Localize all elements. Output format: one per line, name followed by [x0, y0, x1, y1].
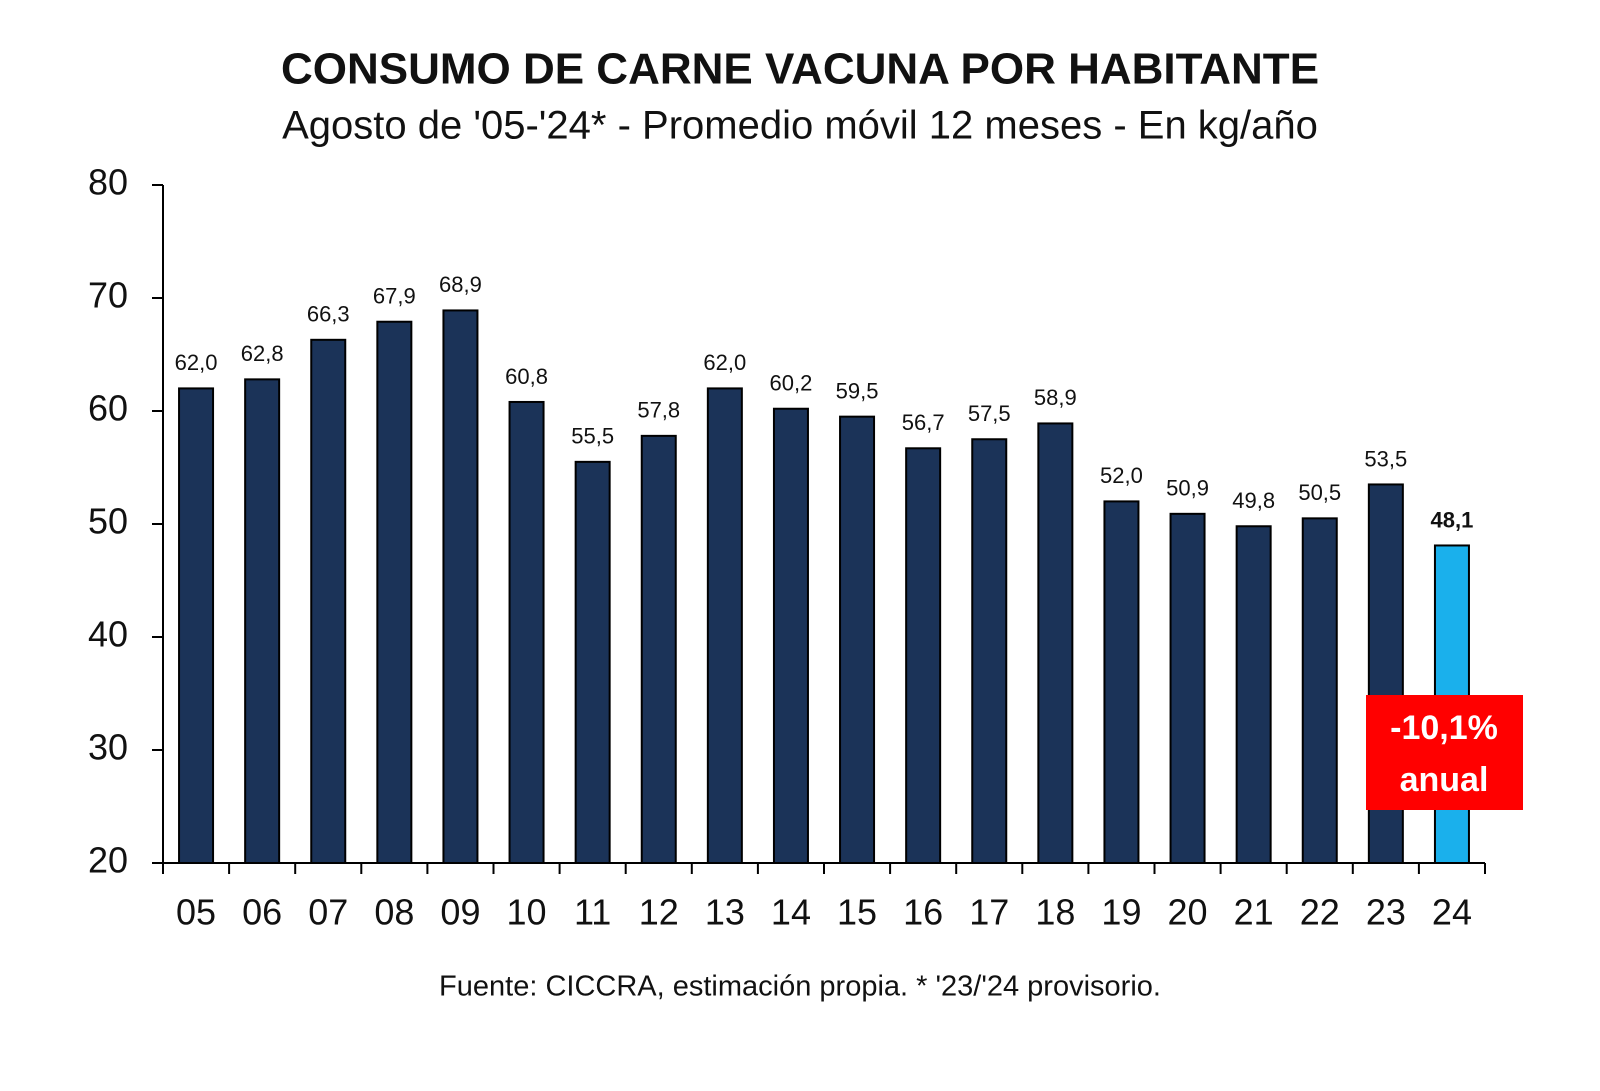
value-label: 60,2 — [770, 371, 813, 396]
value-label: 62,0 — [703, 350, 746, 375]
x-tick-label: 12 — [639, 892, 679, 933]
x-tick-label: 14 — [771, 892, 811, 933]
value-label: 52,0 — [1100, 463, 1143, 488]
bar — [376, 320, 413, 865]
x-tick-label: 11 — [574, 892, 611, 933]
bar — [574, 460, 611, 864]
y-tick-label: 30 — [88, 727, 128, 768]
source-note: Fuente: CICCRA, estimación propia. * '23… — [439, 971, 1161, 1003]
value-label: 55,5 — [571, 424, 614, 449]
value-label: 53,5 — [1364, 446, 1407, 471]
bar — [1301, 517, 1338, 864]
x-tick-label: 18 — [1035, 892, 1075, 933]
x-tick-label: 19 — [1101, 892, 1141, 933]
bar — [772, 407, 809, 864]
bar — [971, 438, 1008, 864]
x-tick-label: 24 — [1432, 892, 1472, 933]
x-tick-label: 17 — [969, 892, 1009, 933]
value-label: 68,9 — [439, 272, 482, 297]
x-tick-label: 13 — [705, 892, 745, 933]
value-label: 56,7 — [902, 410, 945, 435]
x-tick-label: 06 — [242, 892, 282, 933]
annotation-text: anual — [1400, 761, 1489, 799]
bar — [640, 434, 677, 864]
annotation-box — [1366, 695, 1523, 810]
bar — [508, 400, 545, 864]
x-tick-label: 23 — [1366, 892, 1406, 933]
chart-subtitle: Agosto de '05-'24* - Promedio móvil 12 m… — [282, 104, 1318, 148]
bar — [442, 309, 479, 864]
bar — [905, 447, 942, 864]
x-tick-label: 21 — [1234, 892, 1274, 933]
annotation-text: -10,1% — [1390, 709, 1498, 747]
y-tick-label: 70 — [88, 275, 128, 316]
y-tick-label: 40 — [88, 614, 128, 655]
bar — [310, 338, 347, 864]
value-label: 50,5 — [1298, 480, 1341, 505]
value-label: 67,9 — [373, 284, 416, 309]
bar — [1235, 525, 1272, 864]
x-tick-label: 09 — [440, 892, 480, 933]
x-tick-label: 20 — [1168, 892, 1208, 933]
value-label: 57,5 — [968, 401, 1011, 426]
value-label: 58,9 — [1034, 385, 1077, 410]
x-tick-label: 22 — [1300, 892, 1340, 933]
value-label: 48,1 — [1431, 507, 1474, 532]
bar — [706, 387, 743, 864]
x-tick-label: 08 — [374, 892, 414, 933]
bar — [839, 415, 876, 864]
bar — [244, 378, 281, 864]
value-label: 66,3 — [307, 302, 350, 327]
value-label: 49,8 — [1232, 488, 1275, 513]
value-label: 62,0 — [175, 350, 218, 375]
value-label: 59,5 — [836, 378, 879, 403]
value-label: 60,8 — [505, 364, 548, 389]
y-tick-label: 60 — [88, 388, 128, 429]
x-tick-label: 10 — [507, 892, 547, 933]
y-tick-label: 20 — [88, 840, 128, 881]
x-tick-label: 16 — [903, 892, 943, 933]
x-tick-label: 05 — [176, 892, 216, 933]
value-label: 57,8 — [637, 398, 680, 423]
y-tick-label: 50 — [88, 501, 128, 542]
x-tick-label: 07 — [308, 892, 348, 933]
value-label: 62,8 — [241, 341, 284, 366]
value-label: 50,9 — [1166, 476, 1209, 501]
bar — [1169, 512, 1206, 865]
bar — [1103, 500, 1140, 864]
bar — [178, 387, 215, 864]
chart-title: CONSUMO DE CARNE VACUNA POR HABITANTE — [281, 45, 1319, 94]
y-tick-label: 80 — [88, 162, 128, 203]
bar — [1037, 422, 1074, 864]
x-tick-label: 15 — [837, 892, 877, 933]
